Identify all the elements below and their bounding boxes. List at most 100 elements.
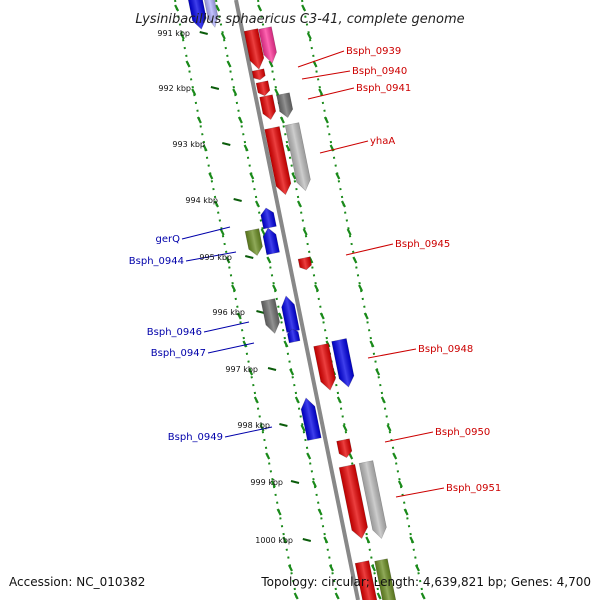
gene-label-bsph-0939[interactable]: Bsph_0939 <box>346 46 401 57</box>
gene-arrow-bsph-0939 <box>243 28 265 70</box>
tick-mark <box>274 88 280 96</box>
tick-label: 992 kbp <box>158 84 191 93</box>
tick-mark <box>276 508 282 516</box>
major-tick <box>233 198 242 202</box>
tick-mark <box>283 340 289 348</box>
tick-label: 996 kbp <box>212 308 245 317</box>
tick-label: 1000 kbp <box>255 536 293 545</box>
tick-mark <box>392 452 398 460</box>
leader-line <box>384 431 434 443</box>
leader-line <box>367 348 417 359</box>
tick-label: 995 kbp <box>199 253 232 262</box>
leader-line <box>345 243 394 256</box>
tick-mark <box>336 396 342 404</box>
tick-mark <box>288 564 293 572</box>
tick-mark <box>329 564 334 572</box>
gene-label-bsph-0944[interactable]: Bsph_0944 <box>129 256 184 267</box>
tick-mark <box>236 312 242 320</box>
gene-arrow-bsph-0947 <box>287 328 301 344</box>
major-tick <box>245 255 254 259</box>
tick-mark <box>397 480 403 488</box>
tick-mark <box>202 144 208 152</box>
gene-label-bsph-0949[interactable]: Bsph_0949 <box>168 432 223 443</box>
major-tick <box>290 480 300 484</box>
gene-arrow-bsph-0950 <box>336 438 353 459</box>
tick-mark <box>285 144 291 152</box>
gene-arrow <box>358 460 387 539</box>
tick-mark <box>249 172 255 180</box>
leader-line <box>395 487 445 498</box>
gene-label-yhaa[interactable]: yhaA <box>370 136 395 147</box>
tick-label: 999 kbp <box>250 478 283 487</box>
gene-label-bsph-0950[interactable]: Bsph_0950 <box>435 427 490 438</box>
gene-arrow <box>374 558 398 600</box>
tick-mark <box>213 200 219 208</box>
tick-mark <box>358 284 364 292</box>
tick-mark <box>253 396 259 404</box>
gene-features <box>185 0 398 600</box>
gene-arrow-bsph-0951 <box>338 464 368 539</box>
tick-mark <box>302 228 308 236</box>
tick-label: 994 kbp <box>185 196 218 205</box>
gene-label-bsph-0947[interactable]: Bsph_0947 <box>151 348 206 359</box>
leader-line <box>319 140 369 154</box>
tick-mark <box>270 480 276 488</box>
gene-arrow-bsph-0945 <box>297 256 312 271</box>
tick-mark <box>365 536 371 544</box>
tick-mark <box>380 396 386 404</box>
tick-mark <box>196 116 202 124</box>
major-tick <box>210 86 220 90</box>
gene-arrow-bsph-0941 <box>259 94 277 120</box>
tick-mark <box>403 508 409 516</box>
track-lines <box>174 0 425 600</box>
gene-arrow <box>276 92 294 118</box>
tick-mark <box>363 312 369 320</box>
gene-arrow-yhaa <box>264 126 292 196</box>
tick-mark <box>254 200 260 208</box>
tick-mark <box>312 60 318 68</box>
tick-mark <box>179 32 185 40</box>
gene-arrow <box>284 122 311 192</box>
gene-label-gerq[interactable]: gerQ <box>156 234 181 245</box>
tick-mark <box>237 116 243 124</box>
gene-label-bsph-0946[interactable]: Bsph_0946 <box>147 327 202 338</box>
gene-label-bsph-0945[interactable]: Bsph_0945 <box>395 239 450 250</box>
tick-label: 998 kbp <box>237 421 270 430</box>
tick-mark <box>266 256 272 264</box>
major-tick <box>267 367 277 371</box>
tick-mark <box>369 340 375 348</box>
tick-mark <box>371 564 376 572</box>
leader-line <box>307 87 355 100</box>
gene-label-bsph-0941[interactable]: Bsph_0941 <box>356 83 411 94</box>
gene-arrow-bsph-0948 <box>313 343 336 391</box>
tick-mark <box>265 452 271 460</box>
tick-mark <box>342 424 348 432</box>
label-leaders <box>181 50 445 498</box>
backbone-line <box>234 0 360 600</box>
tick-mark <box>289 368 295 376</box>
gene-label-bsph-0940[interactable]: Bsph_0940 <box>352 66 407 77</box>
tick-mark <box>220 32 226 40</box>
tick-mark <box>293 592 299 600</box>
tick-mark <box>335 172 341 180</box>
tick-mark <box>375 368 381 376</box>
leader-line <box>181 226 231 240</box>
leader-line <box>301 70 351 80</box>
gene-label-bsph-0948[interactable]: Bsph_0948 <box>418 344 473 355</box>
tick-mark <box>340 200 346 208</box>
tick-label: 993 kbp <box>172 140 205 149</box>
tick-mark <box>257 4 263 12</box>
tick-mark <box>185 60 191 68</box>
gene-arrow <box>331 338 355 388</box>
gene-arrow-bsph-0940 <box>251 68 266 81</box>
tick-mark <box>232 88 238 96</box>
gene-arrow <box>201 0 219 28</box>
tick-mark <box>294 396 300 404</box>
tick-mark <box>376 592 382 600</box>
gene-arrow <box>185 0 207 30</box>
gene-label-bsph-0951[interactable]: Bsph_0951 <box>446 483 501 494</box>
major-tick <box>256 310 265 314</box>
tick-mark <box>268 60 274 68</box>
tick-mark <box>231 284 237 292</box>
